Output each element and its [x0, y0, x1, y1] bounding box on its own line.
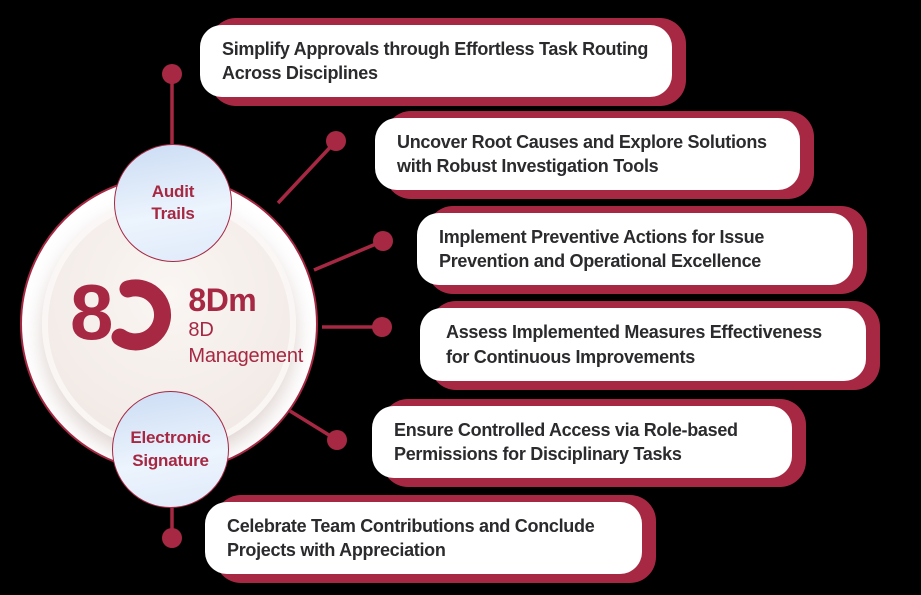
- brand-logo-icon: 8: [70, 268, 172, 356]
- feature-text: Ensure Controlled Access via Role-based …: [394, 419, 738, 464]
- feature-card-5: Ensure Controlled Access via Role-based …: [372, 399, 806, 487]
- feature-card-4: Assess Implemented Measures Effectivenes…: [420, 301, 880, 390]
- feature-card-2: Uncover Root Causes and Explore Solution…: [375, 111, 814, 199]
- satellite-label: Audit Trails: [151, 181, 195, 223]
- product-name: 8D Management: [188, 319, 304, 367]
- feature-text: Assess Implemented Measures Effectivenes…: [446, 322, 822, 367]
- feature-card-3: Implement Preventive Actions for Issue P…: [417, 206, 867, 294]
- feature-text: Celebrate Team Contributions and Conclud…: [227, 515, 595, 560]
- connector-dot-2: [326, 131, 346, 151]
- connector-line-2: [276, 139, 338, 205]
- feature-text: Uncover Root Causes and Explore Solution…: [397, 131, 767, 176]
- connector-dot-4: [372, 317, 392, 337]
- brand-block: 8 8Dm 8D Management: [70, 268, 316, 369]
- feature-text: Simplify Approvals through Effortless Ta…: [222, 38, 649, 83]
- product-code: 8Dm: [188, 282, 257, 318]
- logo-d-icon: [111, 279, 172, 351]
- feature-card-1: Simplify Approvals through Effortless Ta…: [200, 18, 686, 106]
- satellite-label: Electronic Signature: [130, 428, 211, 470]
- connector-dot-5: [327, 430, 347, 450]
- satellite-electronic-signature: Electronic Signature: [112, 391, 229, 508]
- brand-text: 8Dm 8D Management: [188, 283, 316, 369]
- satellite-audit-trails: Audit Trails: [114, 144, 232, 262]
- connector-dot-6: [162, 528, 182, 548]
- connector-line-3: [313, 239, 384, 272]
- connector-dot-3: [373, 231, 393, 251]
- logo-8-glyph: 8: [70, 268, 113, 356]
- feature-text: Implement Preventive Actions for Issue P…: [439, 226, 765, 271]
- feature-card-6: Celebrate Team Contributions and Conclud…: [205, 495, 656, 583]
- connector-dot-1: [162, 64, 182, 84]
